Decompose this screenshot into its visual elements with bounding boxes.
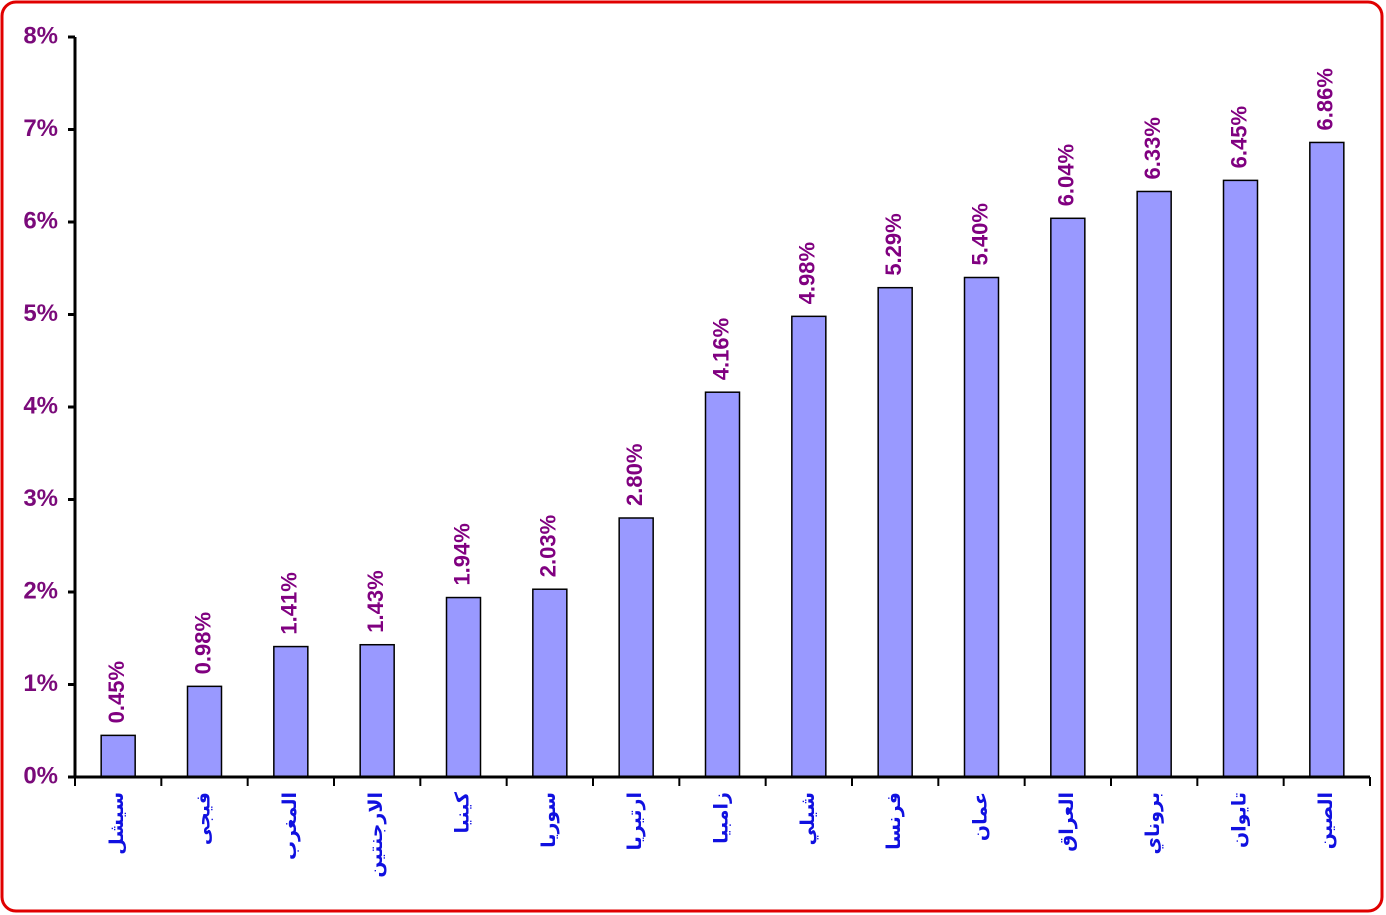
bar — [1222, 179, 1259, 778]
value-label: 5.29% — [881, 213, 906, 275]
value-label: 6.04% — [1054, 144, 1079, 206]
value-label: 1.41% — [277, 572, 302, 634]
bar — [963, 276, 1000, 778]
bar — [445, 596, 482, 778]
x-tick-label: سيشل — [107, 792, 128, 855]
y-tick-label: 1% — [23, 670, 58, 697]
value-label: 2.03% — [536, 515, 561, 577]
value-label: 6.33% — [1140, 117, 1165, 179]
value-label: 1.43% — [363, 570, 388, 632]
value-label: 0.45% — [104, 661, 129, 723]
bar — [186, 685, 223, 778]
bar — [791, 315, 827, 778]
x-tick-label: الصين — [1316, 792, 1337, 849]
y-tick-label: 6% — [23, 207, 58, 234]
x-tick-label: فيجى — [194, 792, 215, 845]
bar — [273, 645, 309, 778]
bar — [618, 517, 654, 778]
bar — [100, 734, 136, 778]
y-tick-label: 0% — [23, 762, 58, 789]
bar — [359, 643, 395, 778]
value-label: 5.40% — [967, 203, 992, 265]
y-tick-label: 3% — [23, 485, 58, 512]
y-tick-label: 2% — [23, 577, 58, 604]
bar — [1309, 141, 1345, 778]
value-label: 1.94% — [449, 523, 474, 585]
bar — [877, 286, 913, 778]
x-tick-label: ارتيريا — [625, 792, 646, 850]
x-tick-label: فرنسا — [884, 792, 905, 850]
x-tick-label: العراق — [1057, 792, 1078, 852]
x-tick-label: تايوان — [1230, 792, 1251, 848]
x-tick-label: الارجنتين — [366, 792, 387, 878]
value-label: 2.80% — [622, 444, 647, 506]
value-label: 4.16% — [708, 318, 733, 380]
bar — [704, 391, 741, 778]
x-tick-label: المغرب — [280, 792, 301, 860]
y-tick-label: 5% — [23, 300, 58, 327]
value-label: 6.45% — [1226, 106, 1251, 168]
x-tick-label: عمان — [971, 792, 992, 841]
bar — [532, 588, 568, 778]
value-label: 0.98% — [190, 612, 215, 674]
value-label: 4.98% — [795, 242, 820, 304]
x-tick-label: زامبيا — [712, 792, 733, 844]
x-tick-label: سوريا — [539, 792, 560, 848]
y-tick-label: 7% — [23, 115, 58, 142]
bar — [1136, 190, 1172, 778]
x-tick-label: كينيا — [453, 791, 474, 833]
y-tick-label: 8% — [23, 22, 58, 49]
bar — [1050, 217, 1086, 778]
y-tick-label: 4% — [23, 392, 58, 419]
x-tick-label: شيلي — [798, 792, 819, 845]
value-label: 6.86% — [1313, 68, 1338, 130]
x-tick-label: بروناي — [1143, 792, 1165, 854]
